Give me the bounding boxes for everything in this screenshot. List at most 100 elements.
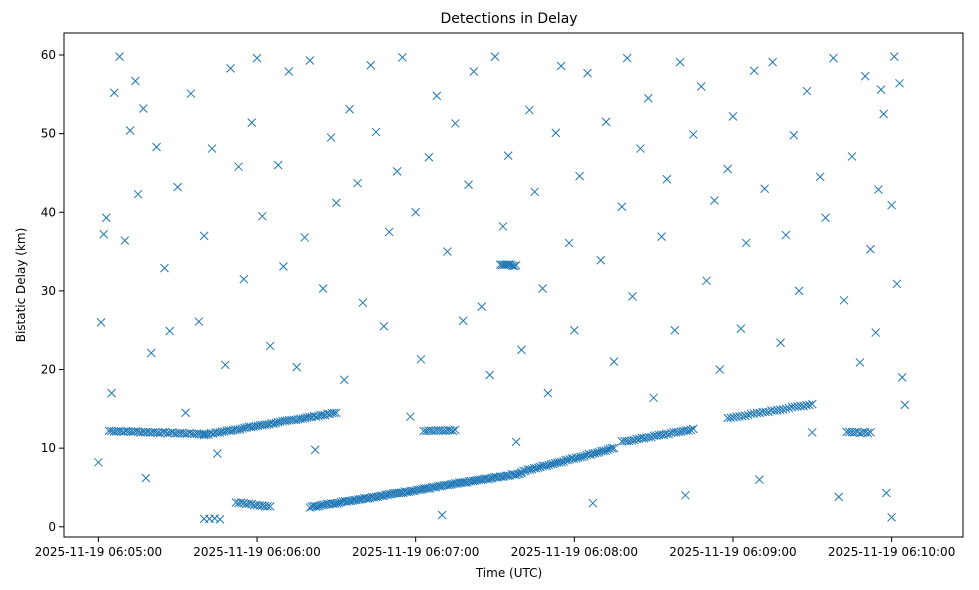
- data-point: [556, 61, 566, 71]
- data-point: [686, 425, 696, 435]
- data-point: [764, 407, 773, 417]
- data-point: [676, 427, 686, 436]
- data-point: [502, 260, 512, 270]
- data-point: [664, 429, 674, 439]
- data-point: [688, 424, 698, 434]
- data-point: [247, 118, 257, 127]
- data-point: [892, 279, 902, 289]
- data-point: [511, 437, 521, 447]
- data-point: [292, 362, 302, 372]
- data-point: [688, 130, 698, 139]
- data-point: [601, 446, 610, 455]
- data-point: [578, 452, 587, 462]
- data-point: [871, 328, 881, 337]
- data-point: [331, 198, 341, 208]
- data-point: [681, 490, 690, 500]
- data-point: [609, 443, 619, 453]
- y-tick-label: 40: [41, 205, 56, 219]
- data-point: [807, 428, 817, 437]
- data-point: [863, 428, 873, 438]
- data-point: [710, 196, 719, 205]
- data-point: [141, 473, 151, 483]
- data-point: [887, 200, 896, 210]
- data-point: [464, 180, 473, 190]
- data-point: [876, 85, 886, 94]
- data-point: [601, 117, 611, 127]
- data-point: [353, 178, 362, 188]
- x-tick-label: 2025-11-19 06:05:00: [35, 545, 162, 559]
- data-point: [530, 187, 540, 197]
- y-tick-label: 10: [41, 441, 56, 455]
- data-point: [702, 276, 711, 286]
- data-point: [222, 426, 231, 436]
- data-point: [215, 515, 225, 524]
- data-point: [207, 144, 217, 153]
- data-point: [644, 432, 654, 442]
- data-point: [821, 213, 830, 223]
- data-point: [839, 295, 849, 305]
- data-point: [740, 411, 750, 421]
- data-point: [284, 67, 294, 76]
- data-point: [501, 471, 511, 481]
- data-point: [670, 325, 680, 335]
- data-point: [760, 184, 770, 194]
- y-axis-ticks: 0 10 20 30 40 50 60: [41, 48, 64, 534]
- data-point: [596, 255, 606, 265]
- data-point: [194, 317, 204, 326]
- data-point: [199, 231, 209, 241]
- data-point: [210, 514, 220, 523]
- data-point: [609, 357, 619, 367]
- data-point: [588, 498, 598, 508]
- data-point: [789, 130, 799, 140]
- data-point: [728, 111, 738, 121]
- data-point: [414, 485, 423, 495]
- data-point: [674, 427, 683, 437]
- data-point: [755, 475, 764, 484]
- data-point: [510, 261, 519, 271]
- x-tick-label: 2025-11-19 06:08:00: [511, 545, 638, 559]
- data-point: [628, 292, 637, 301]
- data-point: [330, 499, 340, 508]
- data-point: [458, 316, 468, 326]
- plot-frame: [63, 32, 964, 538]
- y-tick-label: 0: [48, 520, 56, 534]
- data-point: [617, 202, 627, 212]
- data-point: [778, 405, 788, 414]
- data-point: [236, 498, 246, 507]
- data-point: [125, 126, 135, 135]
- data-point: [805, 400, 814, 410]
- data-point: [469, 67, 479, 76]
- data-point: [361, 494, 371, 503]
- data-point: [525, 105, 534, 115]
- data-point: [807, 399, 817, 409]
- data-point: [310, 445, 320, 455]
- data-point: [657, 232, 666, 241]
- data-point: [450, 425, 460, 435]
- data-point: [94, 457, 103, 467]
- data-point: [511, 260, 521, 270]
- data-point: [375, 491, 385, 501]
- data-point: [662, 174, 672, 184]
- data-point: [781, 404, 791, 414]
- data-point: [696, 82, 706, 91]
- data-point: [383, 490, 392, 500]
- data-point: [392, 167, 402, 176]
- data-point: [421, 484, 431, 493]
- data-point: [101, 213, 111, 223]
- data-point: [152, 142, 161, 152]
- data-point: [437, 510, 447, 520]
- data-point: [138, 104, 148, 113]
- y-tick-label: 50: [41, 127, 56, 141]
- data-point: [406, 487, 416, 496]
- data-point: [186, 89, 196, 98]
- data-point: [776, 338, 785, 348]
- data-point: [632, 434, 642, 444]
- data-point: [897, 373, 907, 382]
- data-point: [239, 274, 249, 284]
- data-point: [358, 298, 368, 308]
- data-point: [424, 152, 434, 162]
- data-point: [305, 56, 315, 65]
- data-point: [847, 152, 857, 161]
- data-point: [636, 144, 645, 153]
- data-point: [453, 479, 462, 488]
